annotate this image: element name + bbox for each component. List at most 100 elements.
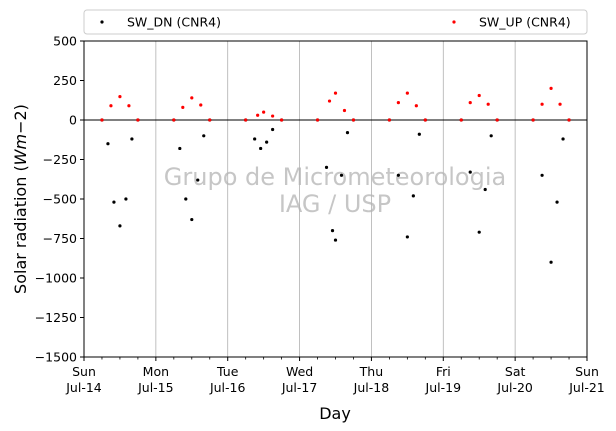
- x-tick-label-day: Wed: [286, 364, 313, 379]
- sw-dn-point: [417, 132, 421, 136]
- x-tick-label-day: Thu: [359, 364, 383, 379]
- sw-up-point: [109, 104, 113, 108]
- grid-lines: [155, 41, 516, 357]
- legend-box: [83, 9, 588, 35]
- sw-up-point: [190, 96, 194, 100]
- legend-marker-sw-up: [452, 20, 456, 24]
- sw-up-point: [315, 118, 320, 122]
- legend-label-sw-dn: SW_DN (CNR4): [127, 15, 221, 30]
- x-tick-label-date: Jul-19: [425, 380, 462, 395]
- y-axis-label: Solar radiation (Wm−2): [11, 104, 30, 294]
- y-axis-label-end: ): [11, 104, 30, 110]
- sw-up-point: [558, 102, 562, 106]
- sw-up-point: [540, 102, 544, 106]
- sw-up-point: [405, 91, 409, 95]
- sw-dn-point: [549, 260, 553, 264]
- sw-up-point: [351, 118, 356, 122]
- legend: SW_DN (CNR4) SW_UP (CNR4): [83, 9, 588, 35]
- sw-up-point: [118, 95, 122, 99]
- sw-dn-point: [405, 235, 409, 239]
- y-tick-label: −250: [43, 152, 77, 167]
- sw-dn-point: [259, 146, 263, 151]
- x-axis-ticks: SunJul-14MonJul-15TueJul-16WedJul-17ThuJ…: [65, 357, 605, 395]
- x-tick-label-date: Jul-18: [353, 380, 390, 395]
- sw-dn-point: [265, 140, 269, 144]
- y-tick-label: −1500: [35, 350, 77, 365]
- sw-dn-point: [112, 200, 116, 204]
- y-axis-label-unit: Wm: [11, 134, 30, 165]
- sw-up-point: [396, 101, 400, 105]
- x-tick-label-date: Jul-20: [496, 380, 533, 395]
- sw-up-point: [244, 118, 248, 122]
- sw-dn-point: [130, 137, 134, 141]
- x-tick-label-day: Sun: [575, 364, 599, 379]
- sw-dn-point: [271, 127, 275, 132]
- x-tick-label-date: Jul-17: [281, 380, 318, 395]
- sw-up-point: [136, 118, 140, 122]
- sw-up-point: [262, 110, 266, 114]
- sw-up-point: [181, 105, 185, 109]
- y-tick-label: −1000: [35, 271, 77, 286]
- x-tick-label-date: Jul-14: [65, 380, 102, 395]
- sw-dn-point: [202, 134, 206, 138]
- sw-dn-point: [345, 131, 350, 135]
- sw-dn-point: [540, 173, 544, 177]
- sw-dn-point: [333, 238, 338, 242]
- x-tick-label-date: Jul-15: [137, 380, 174, 395]
- x-tick-label-day: Mon: [143, 364, 169, 379]
- x-tick-label-day: Sat: [505, 364, 526, 379]
- y-tick-label: 0: [69, 113, 77, 128]
- x-axis-label: Day: [319, 404, 351, 423]
- y-tick-label: −1250: [35, 310, 77, 325]
- watermark-line-2: IAG / USP: [279, 190, 391, 218]
- sw-up-point: [567, 118, 571, 122]
- sw-dn-point: [190, 217, 194, 222]
- sw-up-point: [423, 118, 427, 122]
- x-tick-label-day: Tue: [216, 364, 239, 379]
- sw-dn-point: [324, 165, 329, 169]
- sw-dn-point: [178, 146, 182, 151]
- legend-marker-sw-dn: [100, 20, 104, 24]
- sw-up-point: [414, 104, 418, 108]
- sw-dn-point: [468, 170, 472, 174]
- sw-up-point: [172, 118, 176, 122]
- sw-up-point: [477, 93, 481, 98]
- sw-dn-point: [196, 178, 200, 182]
- y-axis-label-exp: −2: [11, 110, 30, 134]
- sw-dn-point: [555, 200, 559, 204]
- watermark-line-1: Grupo de Micrometeorologia: [164, 163, 506, 191]
- sw-up-point: [280, 118, 284, 122]
- sw-up-point: [486, 102, 490, 106]
- sw-up-point: [531, 118, 535, 122]
- x-tick-label-date: Jul-16: [209, 380, 246, 395]
- data-points: [100, 86, 571, 264]
- sw-up-point: [100, 118, 104, 122]
- sw-dn-point: [330, 229, 335, 233]
- sw-dn-point: [339, 173, 344, 177]
- x-tick-label-date: Jul-21: [568, 380, 605, 395]
- watermark: Grupo de Micrometeorologia IAG / USP: [164, 163, 506, 218]
- sw-up-point: [387, 118, 391, 122]
- sw-dn-point: [396, 173, 400, 177]
- sw-up-point: [342, 108, 347, 113]
- sw-dn-point: [483, 187, 487, 192]
- sw-dn-point: [411, 194, 415, 198]
- sw-up-point: [549, 86, 553, 90]
- sw-dn-point: [253, 137, 257, 141]
- sw-dn-point: [184, 197, 188, 201]
- y-tick-label: −500: [43, 192, 77, 207]
- sw-up-point: [459, 118, 463, 122]
- y-axis-label-base: Solar radiation (: [11, 165, 30, 294]
- sw-up-point: [127, 104, 131, 108]
- sw-up-point: [495, 118, 499, 122]
- x-tick-label-day: Fri: [436, 364, 451, 379]
- sw-up-point: [271, 114, 275, 118]
- sw-dn-point: [489, 134, 493, 138]
- y-tick-label: −750: [43, 231, 77, 246]
- sw-dn-point: [561, 137, 565, 141]
- sw-dn-point: [106, 142, 110, 146]
- series-sw-up: [100, 86, 571, 122]
- sw-up-point: [468, 101, 472, 105]
